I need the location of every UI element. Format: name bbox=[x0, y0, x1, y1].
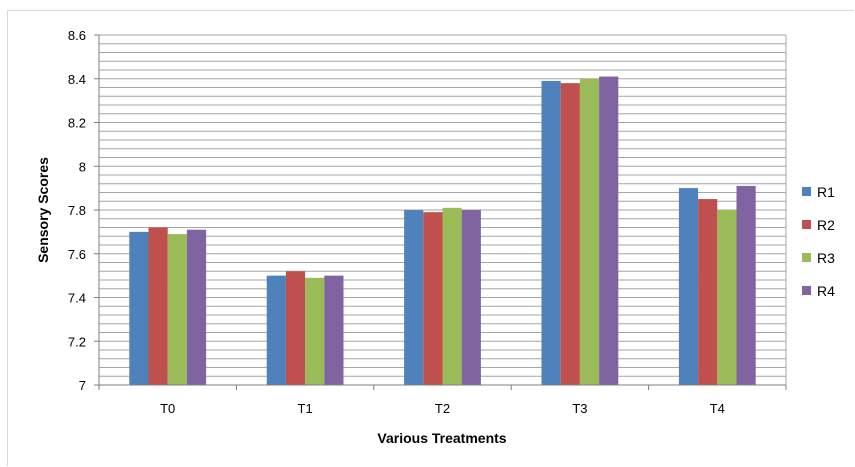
x-axis-title: Various Treatments bbox=[377, 430, 506, 446]
legend-label-R3: R3 bbox=[817, 250, 835, 266]
bar-R4-T3 bbox=[599, 76, 619, 385]
bar-R2-T3 bbox=[560, 83, 580, 385]
bar-R4-T1 bbox=[324, 275, 344, 385]
bar-R3-T4 bbox=[717, 210, 737, 385]
x-tick-label: T0 bbox=[160, 401, 175, 416]
bars bbox=[129, 76, 756, 385]
y-tick-label: 8.2 bbox=[68, 116, 86, 131]
y-tick-label: 8.6 bbox=[68, 28, 86, 43]
legend-swatch-R3 bbox=[802, 253, 811, 262]
y-axis-title: Sensory Scores bbox=[35, 157, 51, 263]
y-tick-label: 7 bbox=[79, 378, 86, 393]
axes bbox=[94, 34, 787, 390]
bar-R2-T2 bbox=[423, 212, 443, 385]
legend-swatch-R4 bbox=[802, 286, 811, 295]
legend-label-R2: R2 bbox=[817, 217, 835, 233]
bar-R1-T4 bbox=[678, 188, 699, 385]
x-tick-labels: T0 T1 T2 T3 T4 bbox=[160, 401, 725, 416]
y-tick-labels: 7 7.2 7.4 7.6 7.8 8 8.2 8.4 8.6 bbox=[68, 28, 86, 393]
bar-R3-T1 bbox=[305, 277, 325, 385]
x-tick-label: T4 bbox=[710, 401, 725, 416]
y-tick-label: 7.8 bbox=[68, 203, 86, 218]
bar-R1-T0 bbox=[129, 231, 149, 385]
bar-R1-T1 bbox=[266, 275, 286, 385]
bar-R2-T4 bbox=[698, 199, 718, 385]
y-tick-label: 7.2 bbox=[68, 334, 86, 349]
y-tick-label: 8.4 bbox=[68, 72, 86, 87]
x-tick-label: T1 bbox=[298, 401, 313, 416]
bar-R1-T3 bbox=[541, 80, 561, 385]
bar-R4-T4 bbox=[736, 185, 756, 385]
x-tick-label: T3 bbox=[572, 401, 587, 416]
bar-R4-T2 bbox=[461, 210, 481, 385]
y-tick-label: 7.4 bbox=[68, 291, 86, 306]
legend-swatch-R2 bbox=[802, 220, 811, 229]
x-tick-label: T2 bbox=[435, 401, 450, 416]
legend-label-R1: R1 bbox=[817, 184, 835, 200]
legend-swatch-R1 bbox=[802, 187, 811, 196]
bar-R2-T1 bbox=[285, 271, 306, 385]
legend: R1 R2 R3 R4 bbox=[802, 184, 835, 299]
y-tick-label: 8 bbox=[79, 159, 86, 174]
chart-frame bbox=[7, 10, 854, 466]
y-tick-label: 7.6 bbox=[68, 247, 86, 262]
bar-R3-T3 bbox=[579, 78, 600, 385]
bar-R3-T0 bbox=[167, 234, 187, 385]
bar-R3-T2 bbox=[442, 207, 462, 385]
bar-R4-T0 bbox=[186, 229, 207, 385]
legend-label-R4: R4 bbox=[817, 283, 835, 299]
bar-R1-T2 bbox=[404, 210, 424, 385]
bar-R2-T0 bbox=[148, 227, 168, 385]
